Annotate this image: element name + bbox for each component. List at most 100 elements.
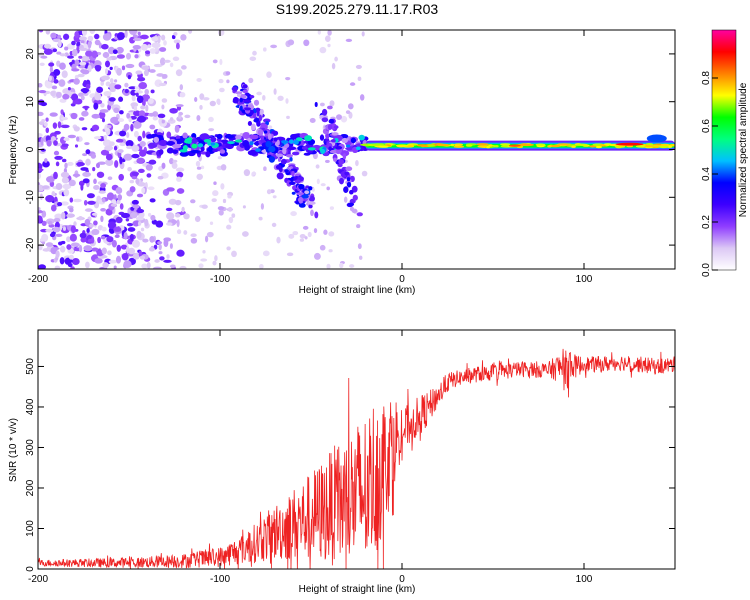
spectrogram-cell: [263, 118, 271, 123]
spectrogram-cell: [277, 95, 284, 101]
spectrogram-cell: [216, 98, 221, 105]
spectrogram-cell: [494, 145, 499, 148]
spectrogram-cell: [113, 226, 122, 232]
spectrogram-cell: [131, 176, 138, 180]
spectrogram-cell: [93, 178, 97, 185]
spectrogram-cell: [100, 182, 107, 189]
x-tick-label: 0: [399, 274, 405, 285]
spectrogram-cell: [149, 236, 155, 243]
spectrogram-cell: [136, 230, 142, 239]
spectrogram-cell: [231, 86, 238, 92]
spectrogram-cell: [212, 148, 219, 153]
spectrogram-cell: [138, 168, 145, 174]
spectrogram-cell: [76, 161, 85, 167]
spectrogram-cell: [155, 45, 159, 52]
x-tick-label: -200: [28, 574, 48, 585]
spectrogram-cell: [38, 133, 43, 138]
spectrogram-cell: [102, 51, 110, 59]
spectrogram-cell: [345, 147, 354, 151]
spectrogram-cell: [129, 179, 135, 184]
spectrogram-cell: [331, 132, 339, 136]
spectrogram-cell: [53, 79, 59, 84]
spectrogram-cell: [84, 208, 93, 212]
spectrogram-cell: [298, 196, 303, 204]
spectrogram-cell: [260, 135, 265, 140]
spectrogram-cell: [272, 195, 277, 199]
spectrogram-cell: [125, 52, 132, 60]
spectrogram-cell: [128, 86, 137, 90]
spectrogram-cell: [242, 205, 246, 209]
spectrogram-cell: [465, 144, 473, 147]
spectrogram-cell: [47, 220, 53, 226]
spectrogram-cell: [316, 178, 320, 185]
spectrogram-cell: [91, 113, 100, 119]
spectrogram-cell: [171, 220, 178, 224]
spectrogram-cell: [175, 135, 181, 140]
spectrogram-cell: [356, 224, 361, 229]
spectrogram-cell: [247, 121, 252, 126]
spectrogram-cell: [352, 194, 358, 201]
spectrogram-cell: [298, 183, 305, 190]
spectrogram-cell: [290, 211, 297, 217]
spectrogram-cell: [180, 34, 187, 41]
spectrogram-cell: [129, 186, 136, 193]
spectrogram-cell: [148, 159, 157, 165]
spectrogram-cell: [61, 176, 69, 184]
spectrogram-cell: [232, 96, 239, 104]
spectrogram-cell: [262, 94, 266, 101]
spectrogram-marks: [38, 30, 675, 269]
spectrogram-cell: [345, 110, 351, 114]
spectrogram-cell: [60, 171, 70, 178]
spectrogram-cell: [547, 145, 552, 148]
spectrogram-cell: [328, 249, 333, 253]
spectrogram-cell: [127, 74, 132, 80]
spectrogram-cell: [137, 135, 142, 142]
spectrogram-cell: [355, 64, 362, 69]
spectrogram-cell: [93, 136, 102, 140]
spectrogram-cell: [134, 90, 144, 94]
spectrogram-cell: [154, 259, 160, 263]
spectrogram-cell: [80, 95, 85, 101]
spectrogram-cell: [136, 95, 144, 104]
spectrogram-cell: [53, 140, 58, 146]
spectrogram-cell: [108, 82, 118, 91]
spectrogram-cell: [287, 146, 297, 151]
spectrogram-cell: [167, 118, 176, 124]
spectrogram-cell: [256, 109, 260, 117]
spectrogram-cell: [251, 171, 257, 176]
spectrogram-cell: [138, 110, 146, 117]
spectrogram-cell: [130, 123, 134, 132]
y-tick-label: 300: [25, 439, 36, 456]
spectrogram-cell: [133, 105, 138, 112]
spectrogram-cell: [72, 198, 82, 203]
spectrogram-cell: [63, 137, 70, 141]
spectrogram-cell: [258, 216, 263, 221]
spectrogram-cell: [100, 102, 105, 108]
spectrogram-cell: [172, 144, 182, 149]
spectrogram-cell: [52, 48, 58, 53]
spectrogram-cell: [59, 62, 66, 70]
spectrogram-cell: [273, 137, 278, 142]
spectrogram-cell: [50, 246, 58, 255]
spectrogram-cell: [196, 166, 202, 170]
spectrogram-cell: [55, 233, 63, 237]
spectrogram-cell: [210, 142, 216, 146]
spectrogram-cell: [508, 144, 521, 147]
colorbar-bar: [711, 29, 737, 271]
spectrogram-cell: [123, 123, 130, 131]
spectrogram-cell: [296, 192, 305, 196]
spectrogram-cell: [99, 109, 109, 113]
spectrogram-cell: [202, 250, 206, 254]
spectrogram-cell: [68, 179, 76, 187]
spectrogram-cell: [80, 40, 85, 44]
spectrogram-cell: [275, 153, 284, 158]
spectrogram-cell: [124, 88, 129, 94]
spectrogram-cell: [114, 79, 118, 83]
spectrogram-cell: [161, 119, 166, 124]
spectrogram-cell: [326, 186, 330, 191]
spectrogram-cell: [214, 255, 218, 262]
y-tick-label: 0: [25, 146, 36, 152]
spectrogram-cell: [60, 109, 64, 115]
spectrogram-cell: [119, 110, 124, 115]
spectrogram-cell: [284, 169, 289, 173]
